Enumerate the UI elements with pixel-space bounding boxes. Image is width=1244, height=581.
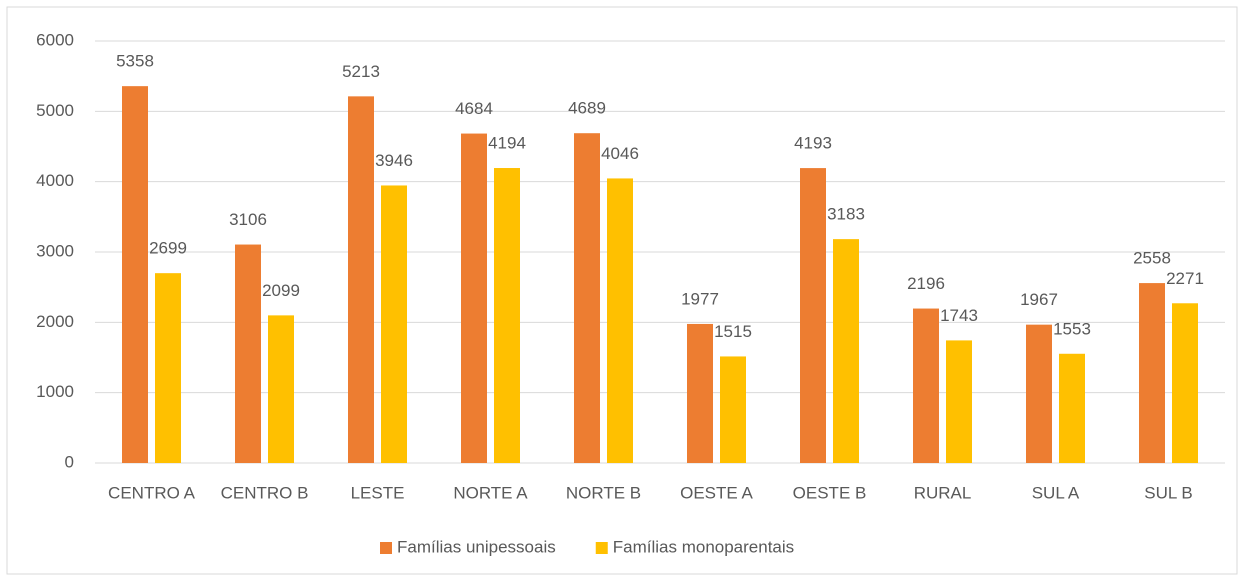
y-tick-label: 3000 <box>36 241 74 260</box>
bar <box>1026 324 1052 463</box>
x-tick-label: NORTE A <box>453 483 528 502</box>
data-label: 2558 <box>1133 249 1171 268</box>
data-label: 2699 <box>149 239 187 258</box>
legend-swatch <box>380 542 392 554</box>
x-tick-label: CENTRO B <box>221 483 309 502</box>
data-label: 1967 <box>1020 290 1058 309</box>
bar <box>348 96 374 464</box>
y-tick-label: 0 <box>65 452 74 471</box>
bar <box>1059 353 1085 463</box>
data-label: 3106 <box>229 210 267 229</box>
y-tick-label: 6000 <box>36 30 74 49</box>
data-label: 2099 <box>262 281 300 300</box>
data-label: 4046 <box>601 144 639 163</box>
x-tick-label: RURAL <box>914 483 972 502</box>
x-tick-label: SUL B <box>1144 483 1193 502</box>
y-tick-label: 4000 <box>36 171 74 190</box>
bar <box>122 86 148 464</box>
bar <box>946 340 972 463</box>
x-tick-label: OESTE A <box>680 483 753 502</box>
bar <box>833 239 859 463</box>
x-tick-label: NORTE B <box>566 483 641 502</box>
bar <box>687 323 713 463</box>
data-label: 2271 <box>1166 269 1204 288</box>
legend-swatch <box>595 542 608 554</box>
data-label: 1743 <box>940 306 978 325</box>
x-tick-label: SUL A <box>1032 483 1080 502</box>
data-label: 1553 <box>1053 319 1091 338</box>
bar <box>235 244 261 463</box>
bar <box>720 356 746 463</box>
data-label: 1515 <box>714 322 752 341</box>
data-label: 5358 <box>116 52 154 71</box>
bar <box>1139 283 1165 463</box>
data-label: 3183 <box>827 205 865 224</box>
bar <box>381 185 407 463</box>
data-label: 3946 <box>375 151 413 170</box>
y-tick-label: 5000 <box>36 101 74 120</box>
x-tick-label: CENTRO A <box>108 483 196 502</box>
y-tick-label: 2000 <box>36 312 74 331</box>
data-label: 1977 <box>681 289 719 308</box>
data-label: 4684 <box>455 99 493 118</box>
legend-label: Famílias monoparentais <box>613 537 794 556</box>
bar <box>461 133 487 464</box>
y-tick-label: 1000 <box>36 382 74 401</box>
bar <box>913 308 939 463</box>
bar <box>268 315 294 463</box>
bar <box>607 178 633 463</box>
data-label: 2196 <box>907 274 945 293</box>
data-label: 4194 <box>488 134 526 153</box>
data-label: 4193 <box>794 134 832 153</box>
x-tick-label: LESTE <box>351 483 405 502</box>
bar <box>494 168 520 463</box>
bar <box>574 133 600 463</box>
bar <box>1172 303 1198 463</box>
bar <box>155 273 181 463</box>
data-label: 5213 <box>342 62 380 81</box>
bar <box>800 168 826 463</box>
data-label: 4689 <box>568 99 606 118</box>
x-tick-label: OESTE B <box>793 483 867 502</box>
legend-label: Famílias unipessoais <box>397 537 556 556</box>
